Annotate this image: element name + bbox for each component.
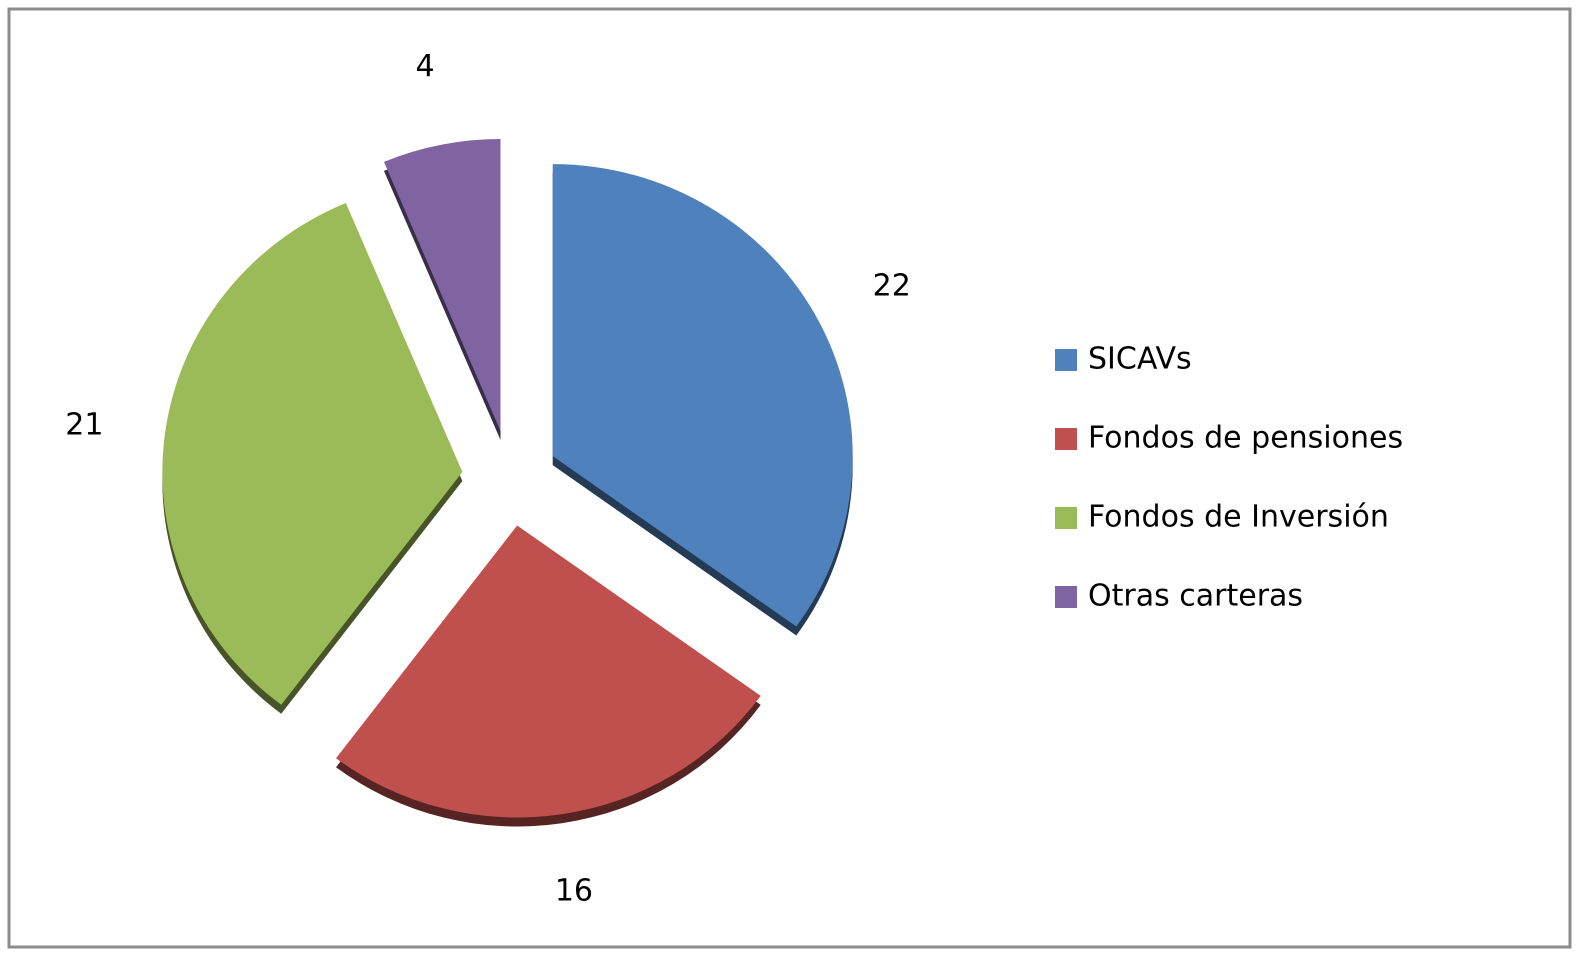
legend-label: SICAVs <box>1088 342 1192 377</box>
legend-swatch <box>1055 349 1077 371</box>
data-label: 4 <box>415 49 434 84</box>
slice <box>162 202 463 705</box>
legend-swatch <box>1055 586 1077 608</box>
slice <box>336 525 761 818</box>
legend-swatch <box>1055 507 1077 529</box>
legend-label: Fondos de Inversión <box>1088 500 1389 535</box>
data-label: 21 <box>65 407 103 442</box>
data-label: 22 <box>873 268 911 303</box>
legend-label: Fondos de pensiones <box>1088 421 1403 456</box>
slice <box>552 164 853 627</box>
legend-label: Otras carteras <box>1088 579 1303 614</box>
data-label: 16 <box>555 874 593 909</box>
slice <box>383 138 501 431</box>
legend-swatch <box>1055 428 1077 450</box>
